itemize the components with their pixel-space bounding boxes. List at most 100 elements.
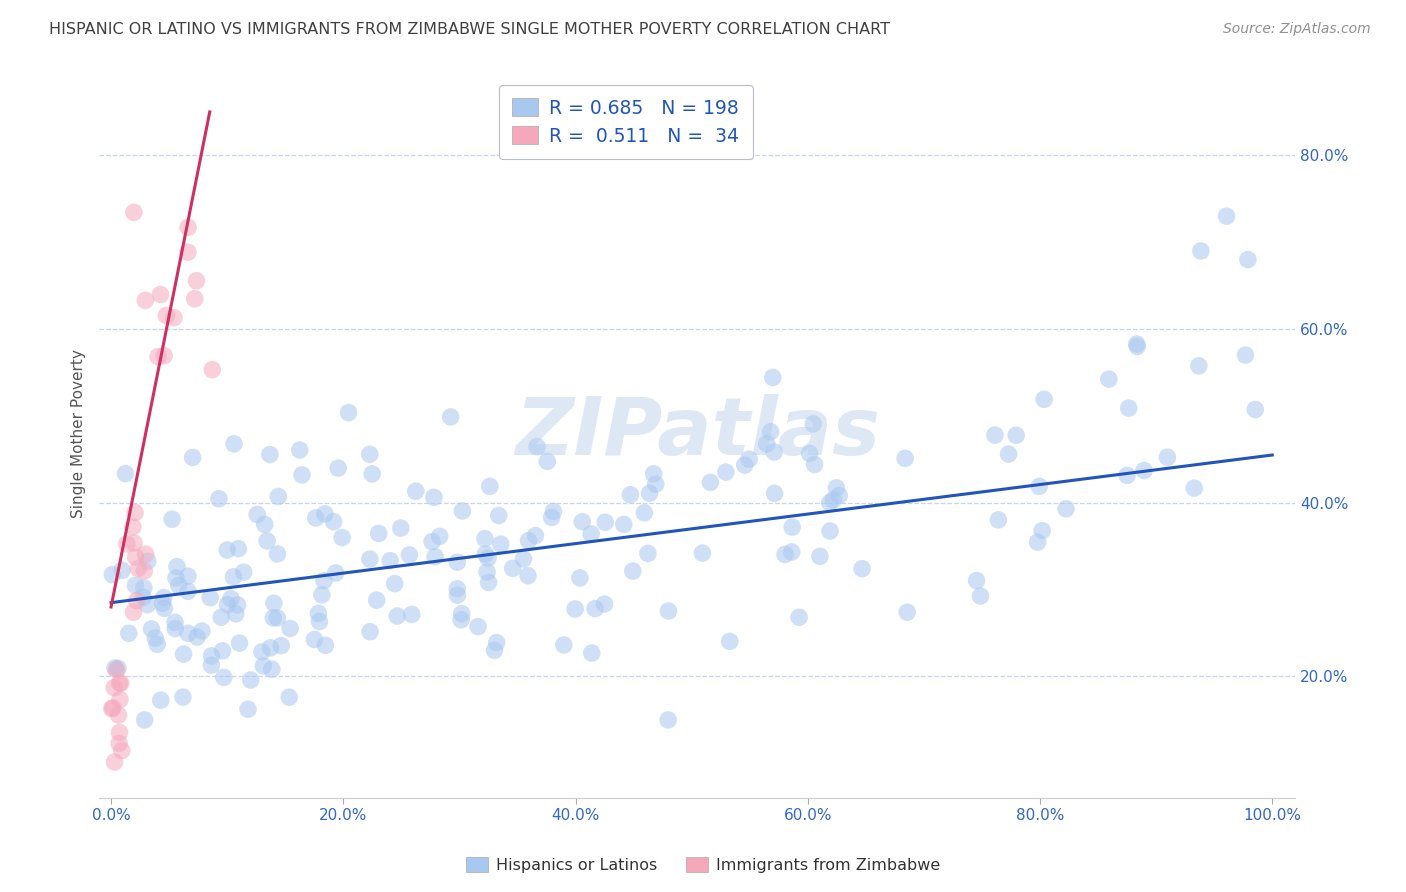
Point <box>108 725 131 739</box>
Point <box>141 622 163 636</box>
Point <box>304 632 326 647</box>
Point <box>111 743 134 757</box>
Point <box>101 567 124 582</box>
Point <box>637 546 659 560</box>
Point <box>136 554 159 568</box>
Point <box>1116 468 1139 483</box>
Point <box>485 635 508 649</box>
Point <box>114 467 136 481</box>
Text: Source: ZipAtlas.com: Source: ZipAtlas.com <box>1223 22 1371 37</box>
Point <box>359 447 381 461</box>
Point <box>149 693 172 707</box>
Point <box>124 578 146 592</box>
Point <box>851 562 873 576</box>
Point <box>155 309 177 323</box>
Point <box>643 467 665 481</box>
Point <box>1182 481 1205 495</box>
Point <box>763 486 786 500</box>
Point <box>984 428 1007 442</box>
Point <box>132 581 155 595</box>
Point <box>1098 372 1121 386</box>
Point <box>239 673 262 687</box>
Point <box>266 611 288 625</box>
Point <box>143 631 166 645</box>
Point <box>118 626 141 640</box>
Point <box>200 658 222 673</box>
Point <box>217 598 239 612</box>
Point <box>799 446 821 460</box>
Point <box>225 607 247 621</box>
Point <box>699 475 721 490</box>
Point <box>200 591 222 605</box>
Point <box>267 490 290 504</box>
Point <box>153 601 176 615</box>
Point <box>714 465 737 479</box>
Point <box>108 676 131 690</box>
Point <box>755 436 778 450</box>
Point <box>420 534 443 549</box>
Point <box>818 495 841 509</box>
Point <box>219 591 242 606</box>
Point <box>474 532 496 546</box>
Point <box>122 520 145 534</box>
Point <box>780 520 803 534</box>
Point <box>718 634 741 648</box>
Point <box>543 504 565 518</box>
Point <box>536 454 558 468</box>
Point <box>263 596 285 610</box>
Point <box>307 607 329 621</box>
Point <box>738 452 761 467</box>
Legend: R = 0.685   N = 198, R =  0.511   N =  34: R = 0.685 N = 198, R = 0.511 N = 34 <box>499 86 752 159</box>
Point <box>146 350 169 364</box>
Point <box>359 624 381 639</box>
Point <box>105 663 128 677</box>
Point <box>579 526 602 541</box>
Point <box>259 640 281 655</box>
Point <box>134 293 156 308</box>
Point <box>266 547 288 561</box>
Point <box>134 713 156 727</box>
Point <box>564 602 586 616</box>
Point <box>439 409 461 424</box>
Point <box>110 676 132 690</box>
Point <box>540 510 562 524</box>
Point <box>512 552 534 566</box>
Point <box>125 593 148 607</box>
Point <box>108 736 131 750</box>
Point <box>322 515 344 529</box>
Point <box>153 349 176 363</box>
Y-axis label: Single Mother Poverty: Single Mother Poverty <box>72 349 86 517</box>
Point <box>103 755 125 769</box>
Point <box>104 661 127 675</box>
Point <box>593 516 616 530</box>
Point <box>825 481 848 495</box>
Point <box>122 536 145 550</box>
Point <box>401 607 423 622</box>
Point <box>389 521 412 535</box>
Point <box>122 605 145 619</box>
Point <box>619 488 641 502</box>
Point <box>1188 359 1211 373</box>
Point <box>823 492 845 507</box>
Point <box>100 702 122 716</box>
Point <box>621 564 644 578</box>
Point <box>969 589 991 603</box>
Point <box>337 406 360 420</box>
Point <box>475 565 498 579</box>
Point <box>122 205 145 219</box>
Point <box>997 447 1019 461</box>
Point <box>987 513 1010 527</box>
Point <box>692 546 714 560</box>
Point <box>107 661 129 675</box>
Point <box>165 571 187 585</box>
Point <box>146 637 169 651</box>
Point <box>208 491 231 506</box>
Point <box>173 647 195 661</box>
Point <box>366 593 388 607</box>
Point <box>250 645 273 659</box>
Point <box>262 611 284 625</box>
Point <box>135 547 157 561</box>
Point <box>260 662 283 676</box>
Point <box>484 643 506 657</box>
Point <box>896 605 918 619</box>
